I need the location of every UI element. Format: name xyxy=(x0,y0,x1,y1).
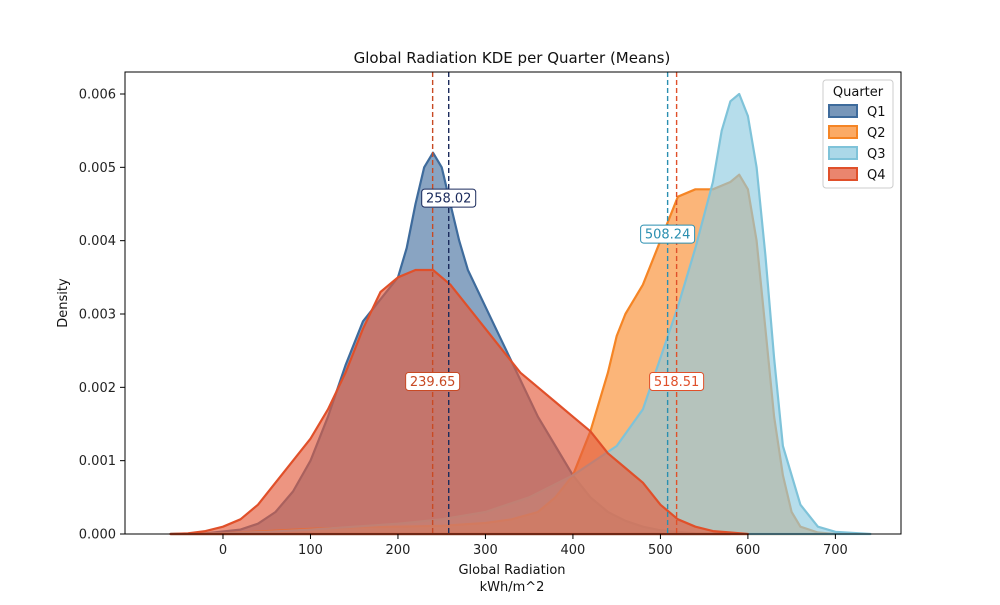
x-tick-label: 700 xyxy=(823,543,848,558)
mean-label-box-q2 xyxy=(649,371,705,391)
y-tick-label: 0.005 xyxy=(79,161,116,176)
legend-title: Quarter xyxy=(833,85,884,100)
mean-label-box-q1 xyxy=(421,188,477,208)
mean-label-box-q3 xyxy=(640,224,696,244)
y-tick-label: 0.000 xyxy=(79,528,116,543)
y-tick-label: 0.001 xyxy=(79,454,116,469)
x-tick-label: 200 xyxy=(386,543,411,558)
mean-label-box-q4 xyxy=(405,371,461,391)
x-axis-ticks: 0 100 200 300 400 500 600 700 xyxy=(219,534,848,558)
legend: Quarter Q1 Q2 Q3 Q4 xyxy=(822,79,894,189)
mean-label-q1: 258.02 xyxy=(426,192,472,207)
axes-frame xyxy=(124,71,902,535)
x-tick-label: 400 xyxy=(561,543,586,558)
y-tick-label: 0.006 xyxy=(79,88,116,103)
legend-label-q2: Q2 xyxy=(867,126,886,141)
mean-label-q4: 239.65 xyxy=(410,375,456,390)
legend-label-q1: Q1 xyxy=(867,105,886,120)
mean-label-q2: 518.51 xyxy=(654,375,700,390)
legend-swatch-q2 xyxy=(828,125,858,139)
y-axis-label: Density xyxy=(56,278,71,328)
mean-annotations: 258.02 518.51 508.24 239.65 xyxy=(405,188,705,391)
kde-areas xyxy=(169,92,872,536)
kde-area-q4 xyxy=(169,268,749,536)
legend-label-q4: Q4 xyxy=(867,168,886,183)
x-axis-unit: kWh/m^2 xyxy=(480,580,545,595)
legend-swatch-q1 xyxy=(828,104,858,118)
y-axis-ticks: 0.000 0.001 0.002 0.003 0.004 0.005 0.006 xyxy=(79,88,125,543)
x-tick-label: 600 xyxy=(735,543,760,558)
chart-title: Global Radiation KDE per Quarter (Means) xyxy=(354,49,671,67)
legend-items: Q1 Q2 Q3 Q4 xyxy=(828,104,886,183)
x-tick-label: 500 xyxy=(648,543,673,558)
x-tick-label: 0 xyxy=(219,543,227,558)
x-tick-label: 300 xyxy=(473,543,498,558)
x-tick-label: 100 xyxy=(298,543,323,558)
y-tick-label: 0.003 xyxy=(79,308,116,323)
x-axis-label: Global Radiation xyxy=(458,563,565,578)
legend-swatch-q3 xyxy=(828,146,858,160)
y-tick-label: 0.002 xyxy=(79,381,116,396)
legend-label-q3: Q3 xyxy=(867,147,886,162)
y-tick-label: 0.004 xyxy=(79,234,116,249)
mean-lines xyxy=(431,72,678,534)
legend-swatch-q4 xyxy=(828,167,858,181)
mean-label-q3: 508.24 xyxy=(645,228,691,243)
